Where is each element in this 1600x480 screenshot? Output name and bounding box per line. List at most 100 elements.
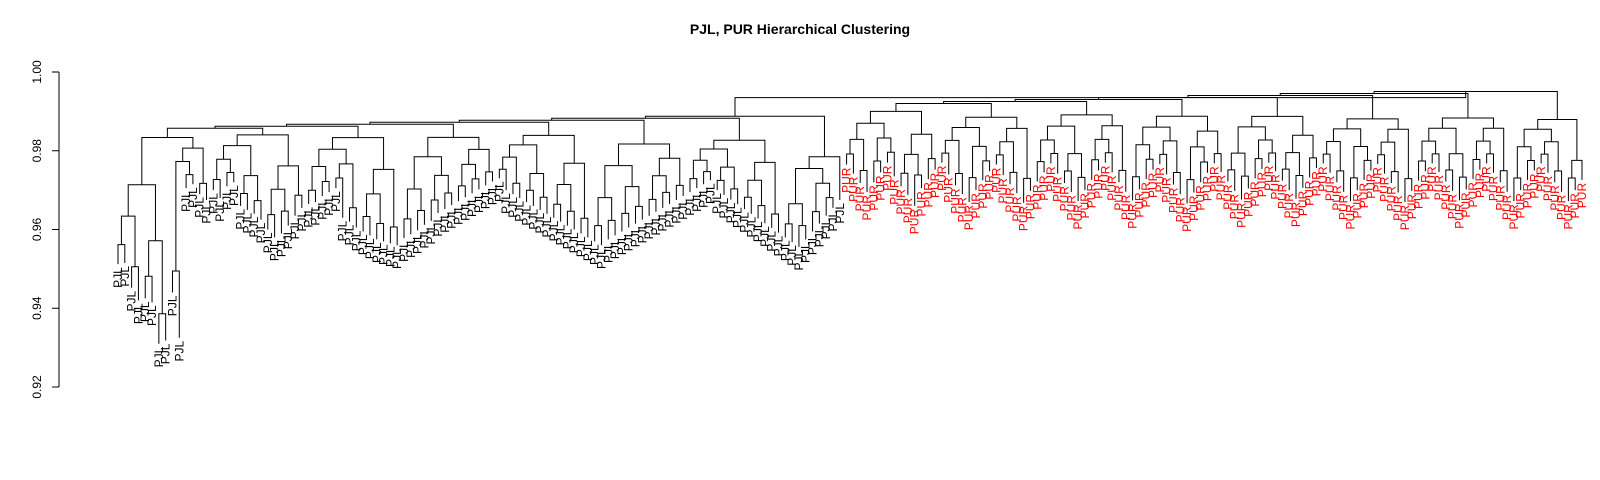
leaf-label: PJL — [683, 195, 697, 216]
leaf-label: PUR — [1112, 185, 1126, 211]
dendrogram-link — [553, 203, 562, 222]
leaf-label: PJL — [635, 222, 649, 243]
leaf-label: PJL — [268, 240, 282, 261]
leaf-label: PUR — [1173, 197, 1187, 223]
leaf-label: PJL — [724, 202, 738, 223]
dendrogram-link — [1155, 115, 1208, 132]
leaf-label: PJL — [676, 199, 690, 220]
leaf-label: PUR — [1452, 203, 1466, 229]
leaf-label: PUR — [1466, 182, 1480, 208]
dendrogram-link — [1063, 170, 1072, 193]
leaf-label: PUR — [1017, 205, 1031, 231]
dendrogram-link — [444, 192, 453, 210]
dendrogram-link — [1322, 153, 1331, 173]
leaf-label: PJL — [308, 205, 322, 226]
leaf-label: PJL — [281, 228, 295, 249]
dendrogram-link — [389, 226, 398, 246]
leaf-label: PJL — [772, 235, 786, 256]
dendrogram-link — [1009, 171, 1018, 194]
leaf-label: PUR — [908, 209, 922, 235]
leaf-label: PUR — [955, 197, 969, 223]
leaf-label: PJL — [438, 212, 452, 233]
leaf-label: PUR — [867, 185, 881, 211]
leaf-label: PUR — [1119, 194, 1133, 220]
leaf-label: PJL — [601, 242, 615, 263]
dendrogram-link — [522, 134, 575, 164]
leaf-label: PUR — [1432, 175, 1446, 201]
dendrogram-link — [308, 189, 316, 204]
leaf-label: PUR — [1398, 205, 1412, 231]
dendrogram-link — [556, 183, 572, 212]
dendrogram-link — [795, 168, 824, 204]
leaf-label: PUR — [1480, 166, 1494, 192]
leaf-label: PUR — [1486, 175, 1500, 201]
leaf-label: PJL — [138, 301, 152, 322]
dendrogram-link — [338, 163, 354, 208]
leaf-label: PJL — [697, 187, 711, 208]
leaf-label: PUR — [1187, 195, 1201, 221]
leaf-label: PUR — [1200, 175, 1214, 201]
dendrogram-link — [236, 134, 289, 166]
leaf-label: PJL — [792, 250, 806, 271]
y-tick-label: 0.96 — [30, 217, 44, 241]
leaf-label: PJL — [377, 244, 391, 265]
y-axis: 0.92 0.94 0.96 0.98 1.00 — [30, 60, 60, 399]
leaf-label: PUR — [1044, 166, 1058, 192]
dendrogram-link — [808, 156, 841, 200]
dendrogram-link — [1309, 157, 1317, 178]
dendrogram-link — [743, 196, 752, 214]
dendrogram-link — [117, 244, 126, 265]
dendrogram-link — [1101, 125, 1123, 171]
dendrogram-link — [502, 156, 517, 184]
dendrogram-link — [856, 122, 885, 140]
dendrogram-link — [1006, 127, 1028, 179]
leaf-label: PJL — [492, 181, 506, 202]
leaf-label: PUR — [840, 167, 854, 193]
dendrogram-link — [539, 196, 548, 214]
leaf-label: PJL — [547, 220, 561, 241]
leaf-label: PJL — [179, 191, 193, 212]
dendrogram-link — [1544, 141, 1559, 171]
dendrogram-link — [1036, 161, 1045, 182]
leaf-label: PUR — [1343, 204, 1357, 230]
dendrogram-link — [214, 125, 359, 132]
dendrogram-link — [1251, 115, 1304, 136]
dendrogram-link — [311, 166, 327, 191]
leaf-label: PJL — [165, 295, 179, 316]
dendrogram-link — [280, 210, 289, 234]
leaf-label: PUR — [887, 179, 901, 205]
dendrogram-link — [972, 145, 987, 178]
dendrogram-link — [331, 137, 385, 170]
dendrogram-link — [485, 171, 494, 186]
leaf-label: PUR — [846, 176, 860, 202]
dendrogram-link — [529, 173, 545, 198]
dendrogram-link — [910, 133, 933, 159]
leaf-label: PUR — [1085, 183, 1099, 209]
dendrogram-link — [243, 175, 259, 201]
dendrogram-link — [434, 174, 449, 200]
dendrogram-link — [1187, 94, 1374, 116]
leaf-label: PUR — [969, 193, 983, 219]
leaf-label: PJL — [336, 220, 350, 241]
leaf-label: PJL — [540, 216, 554, 237]
dendrogram-link — [369, 121, 550, 133]
leaf-label: PUR — [1316, 166, 1330, 192]
dendrogram-link — [376, 223, 385, 242]
dendrogram-link — [652, 175, 667, 200]
dendrogram-link — [1346, 118, 1399, 130]
dendrogram-link — [713, 139, 766, 163]
dendrogram-link — [849, 138, 865, 171]
dendrogram-link — [1196, 130, 1219, 154]
dendrogram-link — [1472, 159, 1481, 180]
leaf-label: PUR — [962, 205, 976, 231]
dendrogram-link — [788, 203, 803, 226]
dendrogram-link — [212, 179, 221, 198]
leaf-label: PUR — [1309, 171, 1323, 197]
leaf-label: PJL — [594, 248, 608, 269]
dendrogram-link — [1014, 98, 1183, 112]
dendrogram-link — [1254, 158, 1263, 179]
dendrogram-link — [699, 148, 728, 168]
leaf-label: PJL — [322, 195, 336, 216]
dendrogram-link — [1104, 152, 1113, 173]
leaf-label: PUR — [1235, 202, 1249, 228]
